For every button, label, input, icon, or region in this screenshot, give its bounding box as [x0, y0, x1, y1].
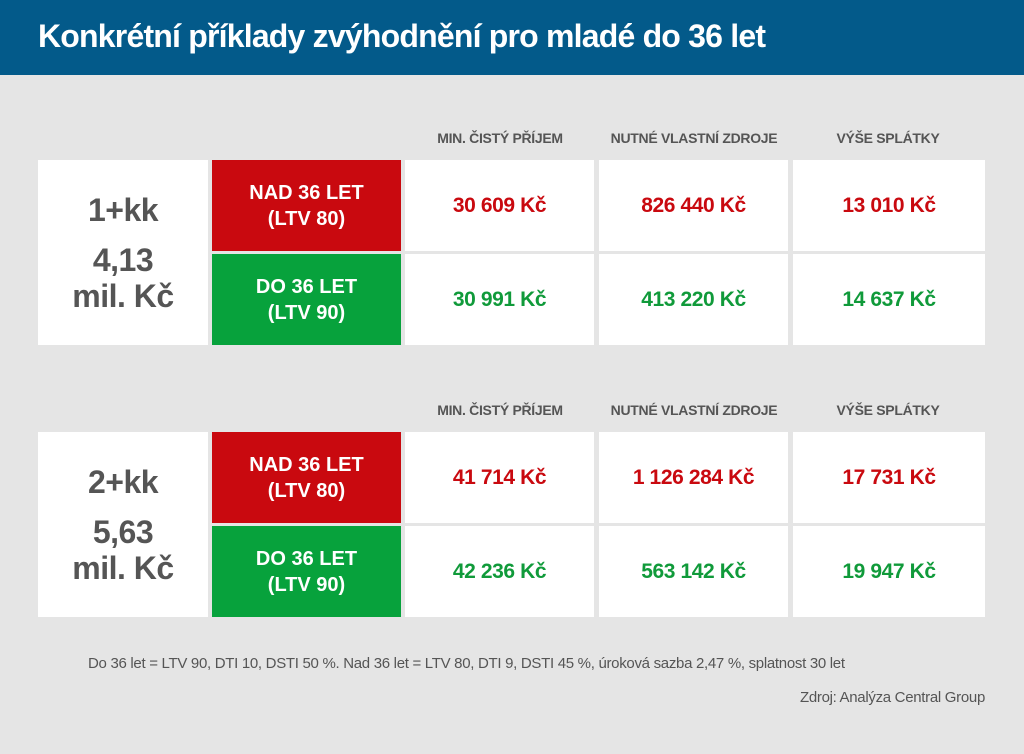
apartment-price-unit: mil. Kč: [72, 277, 174, 314]
footnote: Do 36 let = LTV 90, DTI 10, DSTI 50 %. N…: [88, 655, 845, 672]
column-header: NUTNÉ VLASTNÍ ZDROJE: [610, 130, 778, 146]
badge-ltv: (LTV 80): [267, 207, 346, 230]
badge-label: NAD 36 LET: [249, 453, 364, 476]
value-cell: 14 637 Kč: [793, 254, 985, 345]
column-header: NUTNÉ VLASTNÍ ZDROJE: [610, 402, 778, 418]
value-cell: 30 991 Kč: [405, 254, 594, 345]
value-cell: 1 126 284 Kč: [599, 432, 788, 523]
badge-ltv: (LTV 80): [267, 479, 346, 502]
badge-ltv: (LTV 90): [267, 573, 346, 596]
page-title: Konkrétní příklady zvýhodnění pro mladé …: [38, 18, 766, 54]
value-cell: 13 010 Kč: [793, 160, 985, 251]
over-36-badge: NAD 36 LET (LTV 80): [212, 432, 401, 523]
badge-label: DO 36 LET: [255, 275, 358, 298]
value-cell: 563 142 Kč: [599, 526, 788, 617]
badge-ltv: (LTV 90): [267, 301, 346, 324]
source: Zdroj: Analýza Central Group: [799, 689, 985, 706]
value-cell: 41 714 Kč: [405, 432, 594, 523]
value-cell: 17 731 Kč: [793, 432, 985, 523]
apartment-size: 2+kk: [87, 463, 159, 500]
value-cell: 19 947 Kč: [793, 526, 985, 617]
value-cell: 30 609 Kč: [405, 160, 594, 251]
apartment-label: 2+kk 5,63 mil. Kč: [38, 432, 208, 617]
column-header: MIN. ČISTÝ PŘÍJEM: [437, 130, 563, 146]
badge-label: NAD 36 LET: [249, 181, 364, 204]
value-cell: 413 220 Kč: [599, 254, 788, 345]
header-bar: Konkrétní příklady zvýhodnění pro mladé …: [0, 0, 1024, 75]
column-header: VÝŠE SPLÁTKY: [836, 402, 940, 418]
column-header: VÝŠE SPLÁTKY: [836, 130, 940, 146]
apartment-price: 4,13: [92, 241, 154, 278]
apartment-label: 1+kk 4,13 mil. Kč: [38, 160, 208, 345]
value-cell: 42 236 Kč: [405, 526, 594, 617]
under-36-badge: DO 36 LET (LTV 90): [212, 526, 401, 617]
apartment-price: 5,63: [92, 513, 154, 550]
apartment-price-unit: mil. Kč: [72, 549, 174, 586]
value-cell: 826 440 Kč: [599, 160, 788, 251]
under-36-badge: DO 36 LET (LTV 90): [212, 254, 401, 345]
badge-label: DO 36 LET: [255, 547, 358, 570]
over-36-badge: NAD 36 LET (LTV 80): [212, 160, 401, 251]
apartment-size: 1+kk: [87, 191, 159, 228]
column-header: MIN. ČISTÝ PŘÍJEM: [437, 402, 563, 418]
